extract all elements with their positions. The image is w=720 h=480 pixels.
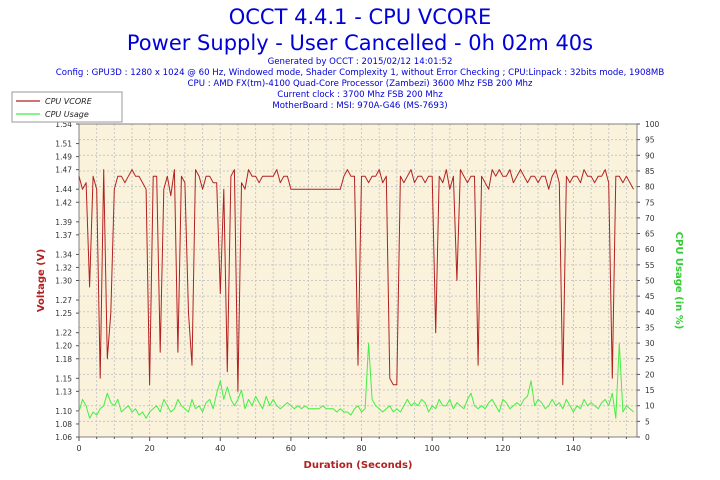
legend-box [11, 91, 123, 123]
y-tick-label: 1.32 [55, 263, 72, 272]
y2-tick-label: 90 [645, 151, 655, 160]
y-tick-label: 1.25 [55, 309, 72, 318]
x-tick-label: 100 [425, 444, 440, 453]
plot-area [79, 124, 637, 437]
y2-tick-label: 30 [645, 339, 655, 348]
y2-tick-label: 20 [645, 370, 655, 379]
y-tick-label: 1.15 [55, 374, 72, 383]
y2-tick-label: 65 [645, 230, 655, 239]
y-tick-label: 1.42 [55, 198, 72, 207]
info-current-clock: Current clock : 3700 Mhz FSB 200 Mhz [277, 90, 443, 100]
y-tick-label: 1.20 [55, 342, 72, 351]
y-tick-label: 1.34 [55, 250, 72, 259]
y2-tick-label: 85 [645, 167, 655, 176]
y2-tick-label: 95 [645, 136, 655, 145]
x-tick-label: 140 [566, 444, 581, 453]
chart-title: OCCT 4.4.1 - CPU VCORE [228, 5, 492, 29]
x-tick-label: 20 [145, 444, 155, 453]
info-generated: Generated by OCCT : 2015/02/12 14:01:52 [267, 57, 453, 67]
y-tick-label: 1.18 [55, 355, 72, 364]
y-axis-label: Voltage (V) [36, 249, 47, 312]
y2-tick-label: 75 [645, 198, 655, 207]
y-tick-label: 1.39 [55, 218, 72, 227]
y2-tick-label: 80 [645, 183, 655, 192]
y-tick-label: 1.37 [55, 231, 72, 240]
y2-tick-label: 25 [645, 355, 655, 364]
x-tick-label: 0 [76, 444, 81, 453]
x-tick-label: 120 [495, 444, 510, 453]
y-tick-label: 1.22 [55, 329, 72, 338]
y-tick-label: 1.49 [55, 153, 72, 162]
y-tick-label: 1.30 [55, 277, 72, 286]
y-tick-label: 1.47 [55, 166, 72, 175]
y-tick-label: 1.44 [55, 185, 72, 194]
x-tick-label: 80 [356, 444, 366, 453]
info-cpu: CPU : AMD FX(tm)-4100 Quad-Core Processo… [187, 79, 533, 89]
y-tick-label: 1.51 [55, 140, 72, 149]
y-tick-label: 1.27 [55, 296, 72, 305]
y2-tick-label: 55 [645, 261, 655, 270]
y-tick-label: 1.10 [55, 407, 72, 416]
y2-tick-label: 40 [645, 308, 655, 317]
y-tick-label: 1.13 [55, 387, 72, 396]
y2-tick-label: 15 [645, 386, 655, 395]
y2-tick-label: 70 [645, 214, 655, 223]
chart-subtitle: Power Supply - User Cancelled - 0h 02m 4… [126, 31, 594, 55]
y2-tick-label: 100 [645, 120, 660, 129]
x-tick-label: 40 [215, 444, 225, 453]
y-tick-label: 1.54 [55, 120, 72, 129]
y2-tick-label: 10 [645, 402, 655, 411]
legend-label: CPU VCORE [45, 97, 93, 106]
info-config: Config : GPU3D : 1280 x 1024 @ 60 Hz, Wi… [55, 68, 665, 78]
y2-axis-label: CPU Usage (in %) [673, 232, 684, 330]
y2-tick-label: 50 [645, 277, 655, 286]
series-line-cpu-usage [78, 342, 634, 419]
y-tick-label: 1.06 [55, 433, 72, 442]
y2-tick-label: 45 [645, 292, 655, 301]
series-line-cpu-vcore [78, 169, 634, 392]
legend-label: CPU Usage [45, 110, 89, 119]
y2-tick-label: 0 [645, 433, 650, 442]
info-motherboard: MotherBoard : MSI: 970A-G46 (MS-7693) [272, 101, 448, 111]
y-tick-label: 1.08 [55, 420, 72, 429]
y2-tick-label: 5 [645, 417, 650, 426]
x-axis-label: Duration (Seconds) [304, 460, 413, 471]
y2-tick-label: 60 [645, 245, 655, 254]
x-tick-label: 60 [286, 444, 296, 453]
y2-tick-label: 35 [645, 323, 655, 332]
